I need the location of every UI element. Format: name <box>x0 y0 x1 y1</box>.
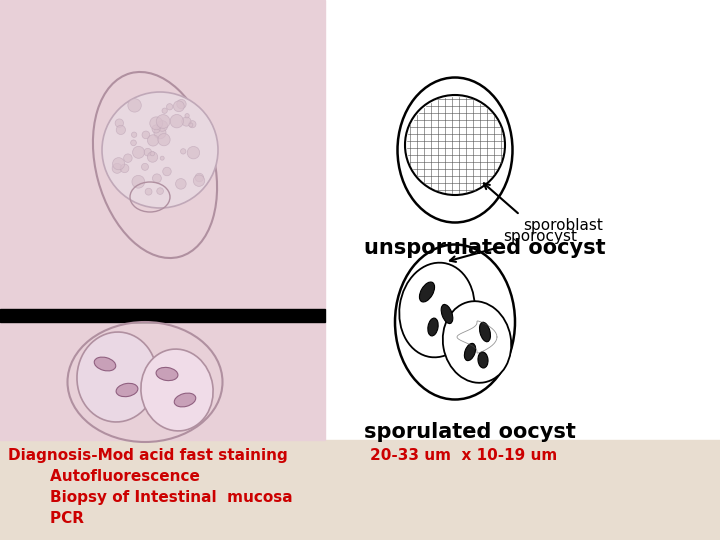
Bar <box>0 309 325 322</box>
Circle shape <box>170 114 184 128</box>
Circle shape <box>141 164 148 170</box>
Text: PCR: PCR <box>8 511 84 526</box>
Circle shape <box>156 114 170 129</box>
Circle shape <box>181 117 191 126</box>
Circle shape <box>158 133 170 146</box>
Circle shape <box>130 140 136 146</box>
Ellipse shape <box>174 393 196 407</box>
Bar <box>0 0 325 309</box>
Circle shape <box>150 117 163 130</box>
Circle shape <box>160 156 164 160</box>
Circle shape <box>195 173 204 182</box>
Ellipse shape <box>420 282 435 302</box>
Circle shape <box>181 148 186 154</box>
Circle shape <box>102 92 218 208</box>
Text: Diagnosis-Mod acid fast staining: Diagnosis-Mod acid fast staining <box>8 448 288 463</box>
Circle shape <box>153 174 161 183</box>
Text: unsporulated oocyst: unsporulated oocyst <box>364 238 606 258</box>
Circle shape <box>132 146 145 158</box>
Circle shape <box>187 146 199 159</box>
Circle shape <box>157 120 168 131</box>
Circle shape <box>405 95 505 195</box>
Bar <box>0 440 720 540</box>
Circle shape <box>166 104 173 110</box>
Ellipse shape <box>478 352 488 368</box>
Circle shape <box>193 175 204 186</box>
Circle shape <box>128 99 141 112</box>
Circle shape <box>132 132 137 137</box>
Circle shape <box>177 99 186 109</box>
Text: sporoblast: sporoblast <box>523 218 603 233</box>
Ellipse shape <box>141 349 213 431</box>
Circle shape <box>189 120 196 128</box>
Text: 20-33 um  x 10-19 um: 20-33 um x 10-19 um <box>370 448 557 463</box>
Circle shape <box>115 119 124 127</box>
Text: Autofluorescence: Autofluorescence <box>8 469 200 484</box>
Ellipse shape <box>116 383 138 397</box>
Circle shape <box>132 176 145 188</box>
Ellipse shape <box>400 262 474 357</box>
Text: Biopsy of Intestinal  mucosa: Biopsy of Intestinal mucosa <box>8 490 292 505</box>
Circle shape <box>157 188 163 194</box>
Circle shape <box>112 158 125 170</box>
Ellipse shape <box>464 343 476 361</box>
Circle shape <box>144 148 152 156</box>
Ellipse shape <box>441 305 453 323</box>
Circle shape <box>174 101 184 112</box>
Circle shape <box>148 152 158 162</box>
Circle shape <box>148 135 158 146</box>
Circle shape <box>150 151 155 156</box>
Circle shape <box>154 127 166 139</box>
Ellipse shape <box>77 332 157 422</box>
Circle shape <box>152 125 160 133</box>
Circle shape <box>162 108 167 113</box>
Circle shape <box>145 188 152 195</box>
Circle shape <box>163 167 171 176</box>
Circle shape <box>185 113 189 118</box>
Ellipse shape <box>443 301 511 383</box>
Circle shape <box>112 164 122 173</box>
Circle shape <box>120 164 129 173</box>
Circle shape <box>124 154 132 163</box>
Text: sporocyst: sporocyst <box>503 229 577 244</box>
Circle shape <box>189 123 193 127</box>
Circle shape <box>176 179 186 189</box>
Circle shape <box>142 131 150 139</box>
Ellipse shape <box>156 367 178 381</box>
Text: sporulated oocyst: sporulated oocyst <box>364 422 576 442</box>
Circle shape <box>116 125 125 134</box>
Ellipse shape <box>94 357 116 371</box>
Bar <box>0 322 325 440</box>
Ellipse shape <box>428 318 438 336</box>
Ellipse shape <box>480 322 490 342</box>
